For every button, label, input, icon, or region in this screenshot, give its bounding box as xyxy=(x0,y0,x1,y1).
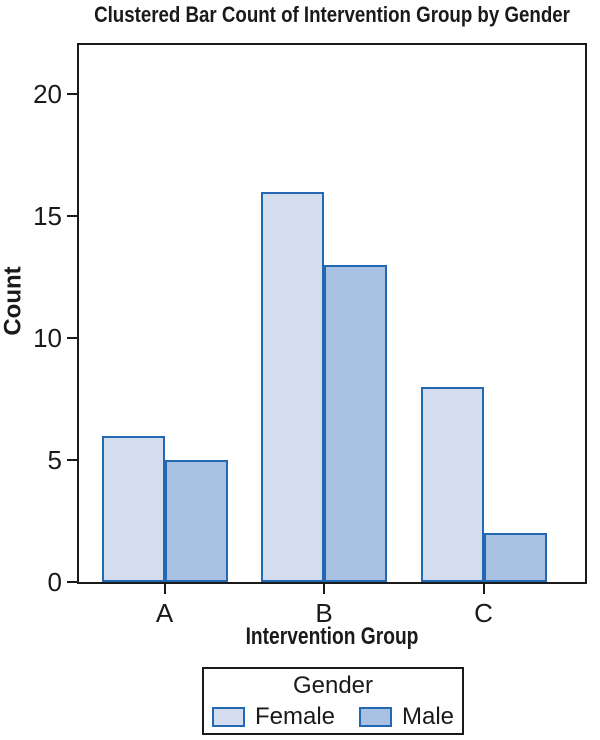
x-tick-C xyxy=(482,584,485,594)
x-tick-A xyxy=(163,584,166,594)
x-axis-title: Intervention Group xyxy=(245,623,419,650)
x-tick-label-A: A xyxy=(155,598,174,628)
female-label: Female xyxy=(254,703,335,730)
female-swatch xyxy=(211,707,245,727)
y-tick-label-0: 0 xyxy=(47,567,62,597)
bar-B-female xyxy=(261,192,324,582)
bar-C-female xyxy=(420,387,484,582)
male-swatch xyxy=(359,707,392,727)
y-tick-20 xyxy=(67,93,77,95)
y-tick-label-10: 10 xyxy=(33,323,62,353)
legend-title: Gender xyxy=(292,672,374,699)
x-tick-B xyxy=(323,584,325,594)
y-tick-label-5: 5 xyxy=(47,445,62,475)
legend-row: Female Male xyxy=(204,704,462,730)
bar-C-male xyxy=(483,533,547,582)
x-tick-label-B: B xyxy=(315,598,333,628)
y-tick-5 xyxy=(67,459,77,461)
y-tick-label-15: 15 xyxy=(33,201,62,231)
y-tick-15 xyxy=(67,215,77,217)
legend-entry-male: Male xyxy=(359,704,454,730)
y-tick-label-20: 20 xyxy=(33,79,62,109)
male-label: Male xyxy=(402,703,455,730)
legend: Gender Female Male xyxy=(202,667,464,735)
plot-area: 0 5 10 15 20 A B C xyxy=(33,43,587,628)
y-tick-0 xyxy=(67,581,77,583)
legend-entry-female: Female xyxy=(211,703,335,730)
chart-title: Clustered Bar Count of Intervention Grou… xyxy=(94,2,570,27)
bar-B-male xyxy=(324,265,387,582)
y-tick-10 xyxy=(67,337,77,339)
x-tick-label-C: C xyxy=(474,598,493,628)
bar-A-male xyxy=(164,460,228,582)
bar-A-female xyxy=(101,436,165,582)
